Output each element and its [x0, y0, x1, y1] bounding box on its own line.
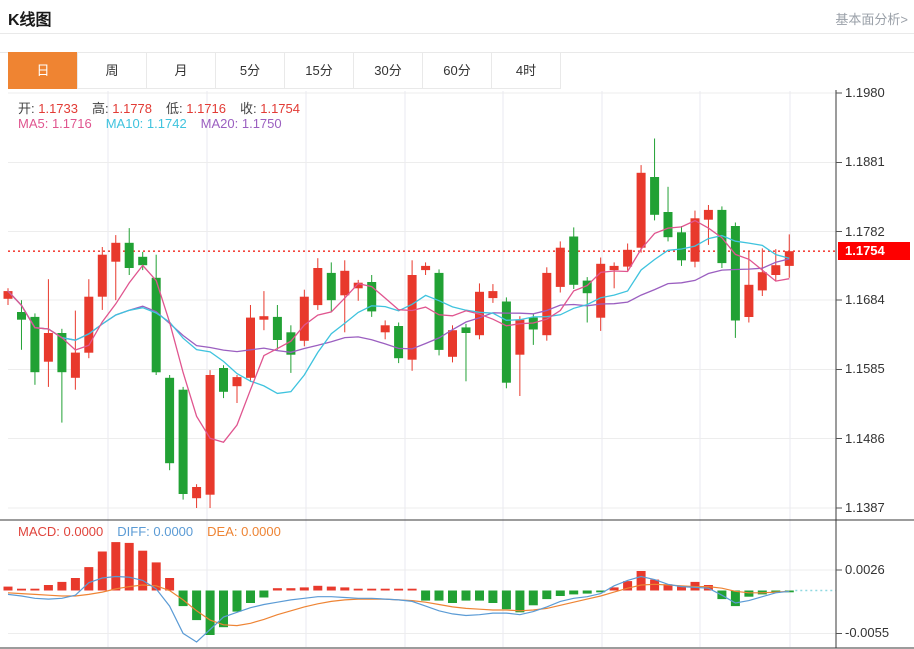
price-axis-label: 1.1387	[845, 500, 885, 515]
macd-axis-label: 0.0026	[845, 562, 885, 578]
open-legend: 开: 1.1733	[18, 101, 78, 116]
price-axis-label: 1.1881	[845, 154, 885, 170]
tab-60分[interactable]: 60分	[422, 52, 492, 89]
tab-15分[interactable]: 15分	[284, 52, 354, 89]
price-axis-label: 1.1486	[845, 430, 885, 446]
ma-legend: MA5: 1.1716 MA10: 1.1742 MA20: 1.1750	[18, 116, 296, 131]
tab-5分[interactable]: 5分	[215, 52, 285, 89]
tab-日[interactable]: 日	[8, 52, 78, 89]
interval-tabbar: 日周月 5分 15分 30分 60分 4时	[8, 52, 561, 89]
tab-4时[interactable]: 4时	[491, 52, 561, 89]
tab-月[interactable]: 月	[146, 52, 216, 89]
current-price-tag: 1.1754	[838, 242, 910, 260]
page-title: K线图	[8, 12, 52, 29]
price-axis-label: 1.1684	[845, 292, 885, 308]
tab-周[interactable]: 周	[77, 52, 147, 89]
price-axis-label: 1.1980	[845, 85, 885, 100]
ohlc-legend: 开: 1.1733 高: 1.1778 低: 1.1716 收: 1.1754	[18, 98, 314, 117]
macd-legend-value: MACD: 0.0000	[18, 524, 104, 539]
ma5-legend: MA5: 1.1716	[18, 116, 92, 131]
macd-axis-label: -0.0055	[845, 625, 890, 641]
title-divider	[0, 33, 914, 34]
price-axis-label: 1.1782	[845, 223, 885, 239]
low-legend: 低: 1.1716	[166, 101, 226, 116]
ma10-legend: MA10: 1.1742	[105, 116, 187, 131]
price-axis-label: 1.1585	[845, 361, 885, 377]
ma20-legend: MA20: 1.1750	[200, 116, 282, 131]
close-legend: 收: 1.1754	[240, 101, 300, 116]
diff-legend-value: DIFF: 0.0000	[117, 524, 194, 539]
dea-legend-value: DEA: 0.0000	[207, 524, 281, 539]
high-legend: 高: 1.1778	[92, 101, 152, 116]
macd-legend: MACD: 0.0000 DIFF: 0.0000 DEA: 0.0000	[18, 524, 295, 539]
price-axis-labels: 1.1980 1.1881 1.1782 1.1684 1.1585 1.1486 1.13…	[845, 0, 913, 649]
fundamental-analysis-link[interactable]: 基本面分析>	[835, 12, 908, 27]
tab-30分[interactable]: 30分	[353, 52, 423, 89]
